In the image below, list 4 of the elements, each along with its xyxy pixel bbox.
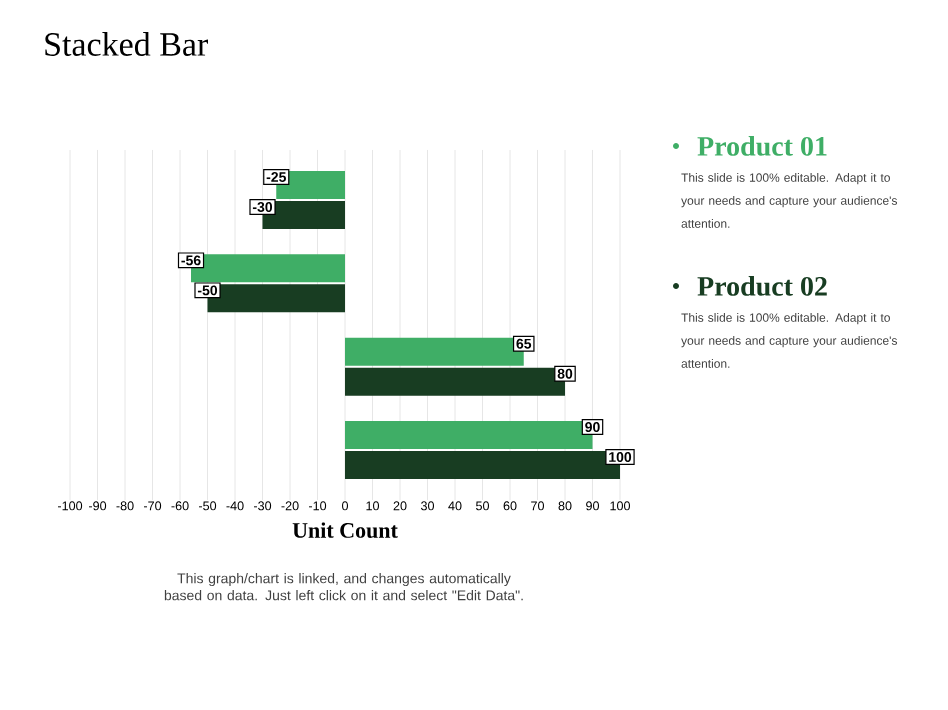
legend-label: Product 02	[697, 276, 827, 296]
chart-title: Stacked Bar	[45, 32, 208, 56]
legend-label: Product 01	[697, 136, 827, 156]
x-axis-title: Unit Count	[292, 522, 398, 538]
